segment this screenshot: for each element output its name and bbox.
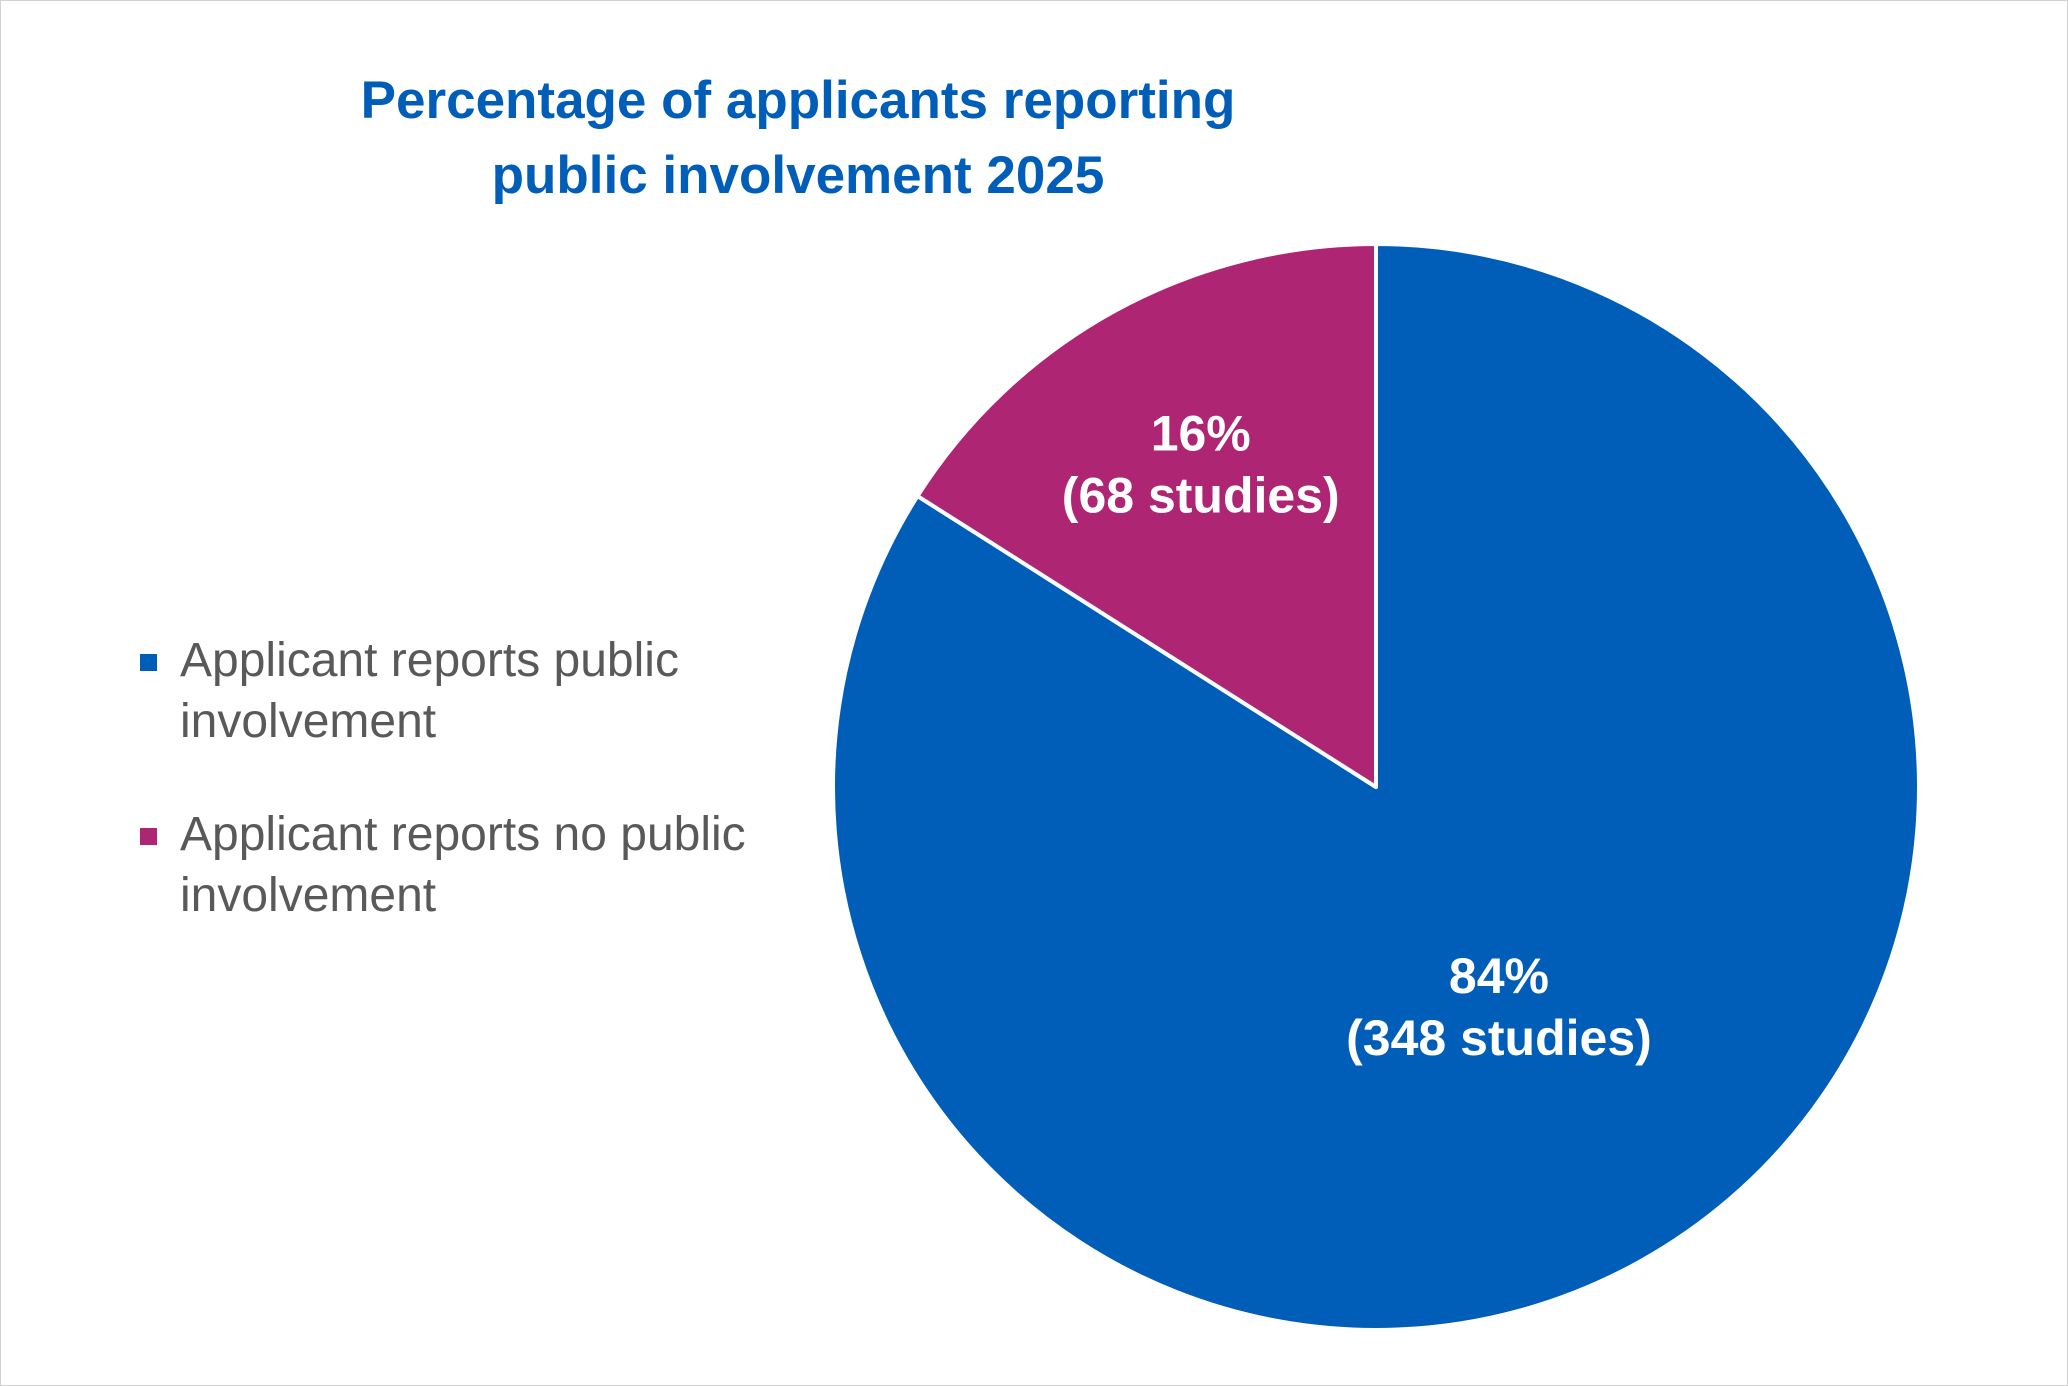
chart-title: Percentage of applicants reporting [361, 71, 1236, 130]
pie-slice [915, 242, 1378, 789]
data-label: 84% [1449, 948, 1549, 1004]
legend-label: Applicant reports no public involvement [180, 808, 746, 922]
legend: Applicant reports public involvement Appl… [140, 630, 750, 978]
chart-title: public involvement 2025 [492, 146, 1105, 205]
legend-swatch [140, 828, 157, 845]
legend-item: Applicant reports public involvement [140, 630, 750, 752]
legend-swatch [140, 654, 157, 671]
legend-item: Applicant reports no public involvement [140, 804, 750, 926]
count-label: (348 studies) [1346, 1010, 1652, 1066]
legend-label: Applicant reports public involvement [180, 634, 679, 748]
count-label: (68 studies) [1062, 467, 1340, 523]
data-label: 16% [1151, 405, 1251, 461]
